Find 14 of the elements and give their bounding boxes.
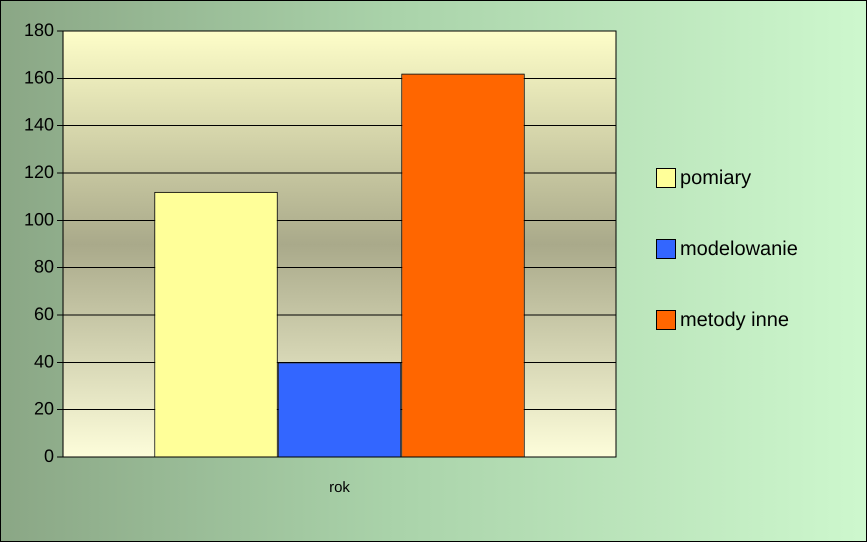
x-tick-label: rok xyxy=(329,479,350,496)
y-tick-label: 100 xyxy=(24,209,54,230)
y-tick-label: 180 xyxy=(24,20,54,40)
y-tick-label: 0 xyxy=(44,446,54,466)
y-tick-label: 120 xyxy=(24,162,54,182)
y-tick-label: 40 xyxy=(34,351,54,372)
legend-label: metody inne xyxy=(680,308,789,332)
y-tick-label: 160 xyxy=(24,67,54,88)
legend-label: pomiary xyxy=(680,166,752,190)
y-tick-label: 80 xyxy=(34,256,54,277)
y-tick-label: 20 xyxy=(34,398,54,419)
legend-label: modelowanie xyxy=(680,238,798,260)
y-tick-label: 140 xyxy=(24,114,54,135)
y-tick-label: 60 xyxy=(34,304,54,324)
